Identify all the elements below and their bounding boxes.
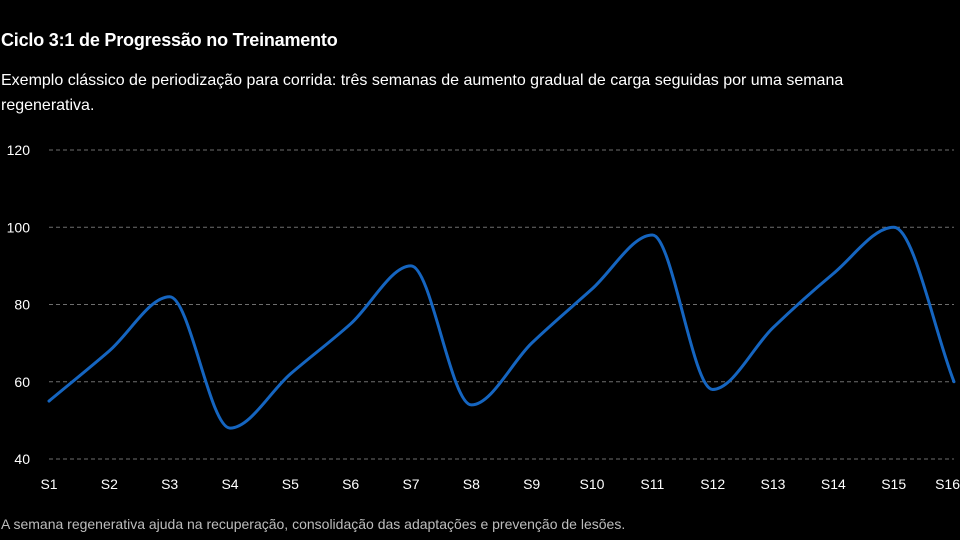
series-layer [47,225,956,430]
y-tick-label: 80 [14,297,30,313]
y-tick-label: 40 [14,451,30,467]
footnote: A semana regenerativa ajuda na recuperaç… [1,516,626,532]
y-tick-label: 120 [7,142,31,158]
x-tick-label: S7 [402,476,419,492]
data-point-s14 [831,272,835,276]
data-point-s11 [650,233,654,237]
x-tick-label: S4 [221,476,238,492]
data-point-s3 [168,295,172,299]
x-tick-label: S1 [40,476,57,492]
y-tick-label: 60 [14,374,30,390]
series-line-0 [47,225,956,430]
x-tick-label: S16 [935,476,960,492]
x-tick-label: S14 [821,476,846,492]
x-tick-label: S13 [761,476,786,492]
x-tick-label: S8 [463,476,480,492]
x-tick-label: S11 [640,476,664,492]
data-point-s9 [530,341,534,345]
data-point-s12 [711,387,715,391]
data-point-s8 [469,403,473,407]
data-point-s4 [228,426,232,430]
x-tick-label: S2 [101,476,118,492]
data-point-s10 [590,287,594,291]
x-tick-label: S10 [580,476,605,492]
data-point-s15 [892,225,896,229]
data-point-s1 [47,399,51,403]
data-point-s13 [771,326,775,330]
chart-title: Ciclo 3:1 de Progressão no Treinamento [1,30,338,50]
x-axis-tick-labels: S1 S2 S3 S4 S5 S6 S7 S8 S9 S10 S11 S12 S13 S14 S15 S16 [40,476,960,492]
x-tick-label: S9 [523,476,540,492]
data-point-s6 [349,322,353,326]
y-tick-label: 100 [7,219,31,235]
data-point-s7 [409,264,413,268]
x-tick-label: S12 [700,476,725,492]
data-point-s5 [288,372,292,376]
x-tick-label: S15 [881,476,906,492]
x-tick-label: S3 [161,476,178,492]
grid-lines [49,149,954,460]
data-point-s2 [107,349,111,353]
x-tick-label: S5 [282,476,299,492]
y-axis-tick-labels: 40 60 80 100 120 [7,142,31,467]
chart-subtitle: Exemplo clássico de periodização para co… [1,72,844,114]
x-tick-label: S6 [342,476,359,492]
data-point-s16 [952,380,956,384]
